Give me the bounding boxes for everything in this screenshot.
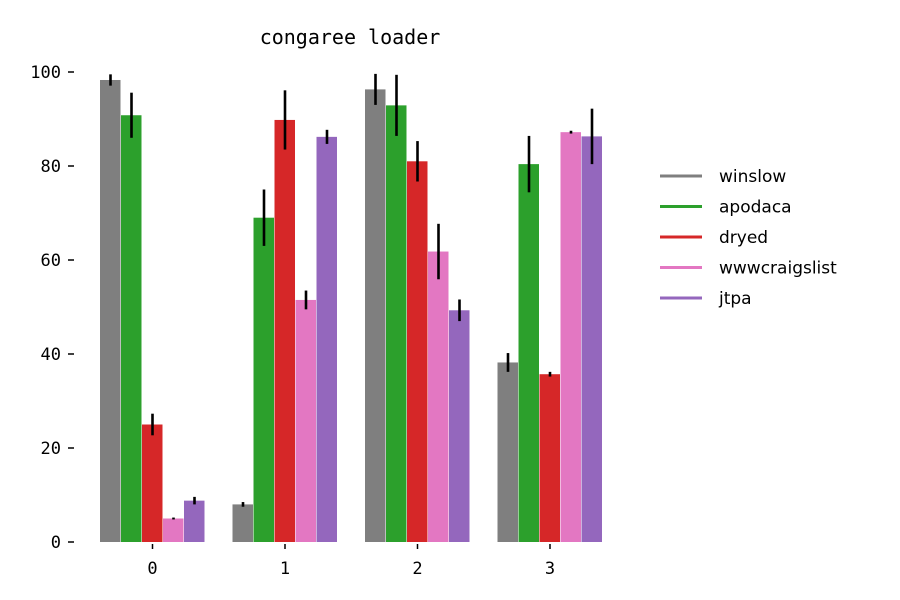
bars — [100, 79, 602, 543]
bar-wwwcraigslist-1 — [295, 299, 316, 542]
bar-winslow-0 — [100, 79, 121, 543]
chart-title: congaree loader — [260, 25, 441, 49]
legend-label-dryed: dryed — [719, 228, 768, 248]
bar-wwwcraigslist-2 — [428, 251, 449, 543]
bar-jtpa-3 — [581, 136, 602, 542]
bar-apodaca-0 — [121, 115, 142, 543]
legend-label-jtpa: jtpa — [718, 289, 752, 309]
bar-apodaca-3 — [518, 164, 539, 542]
y-tick-label: 0 — [51, 533, 61, 553]
bar-jtpa-1 — [316, 136, 337, 543]
bar-winslow-2 — [365, 89, 386, 542]
bar-wwwcraigslist-3 — [560, 132, 581, 542]
y-tick-label: 20 — [41, 439, 61, 459]
x-axis: 0 1 2 3 — [147, 544, 555, 579]
bar-dryed-1 — [274, 119, 295, 542]
bar-dryed-0 — [142, 424, 163, 542]
error-bars — [109, 73, 594, 520]
y-tick-label: 80 — [41, 157, 61, 177]
x-tick-label: 1 — [280, 559, 290, 579]
legend: winslow apodaca dryed wwwcraigslist jtpa — [660, 167, 837, 309]
legend-label-apodaca: apodaca — [719, 198, 792, 218]
bar-wwwcraigslist-0 — [163, 518, 184, 542]
y-tick-label: 40 — [41, 345, 61, 365]
y-axis: 0 20 40 60 80 100 — [30, 63, 74, 553]
x-tick-label: 3 — [545, 559, 555, 579]
y-tick-label: 100 — [30, 63, 61, 83]
y-tick-label: 60 — [41, 251, 61, 271]
bar-dryed-2 — [407, 161, 428, 543]
legend-label-wwwcraigslist: wwwcraigslist — [719, 259, 837, 279]
legend-label-winslow: winslow — [719, 167, 786, 187]
bar-winslow-3 — [497, 362, 518, 542]
bar-winslow-1 — [232, 504, 253, 542]
bar-apodaca-2 — [386, 105, 407, 543]
x-tick-label: 2 — [412, 559, 422, 579]
bar-dryed-3 — [539, 374, 560, 542]
x-tick-label: 0 — [147, 559, 157, 579]
bar-jtpa-0 — [184, 500, 205, 542]
bar-jtpa-2 — [449, 310, 470, 542]
bar-apodaca-1 — [253, 217, 274, 542]
